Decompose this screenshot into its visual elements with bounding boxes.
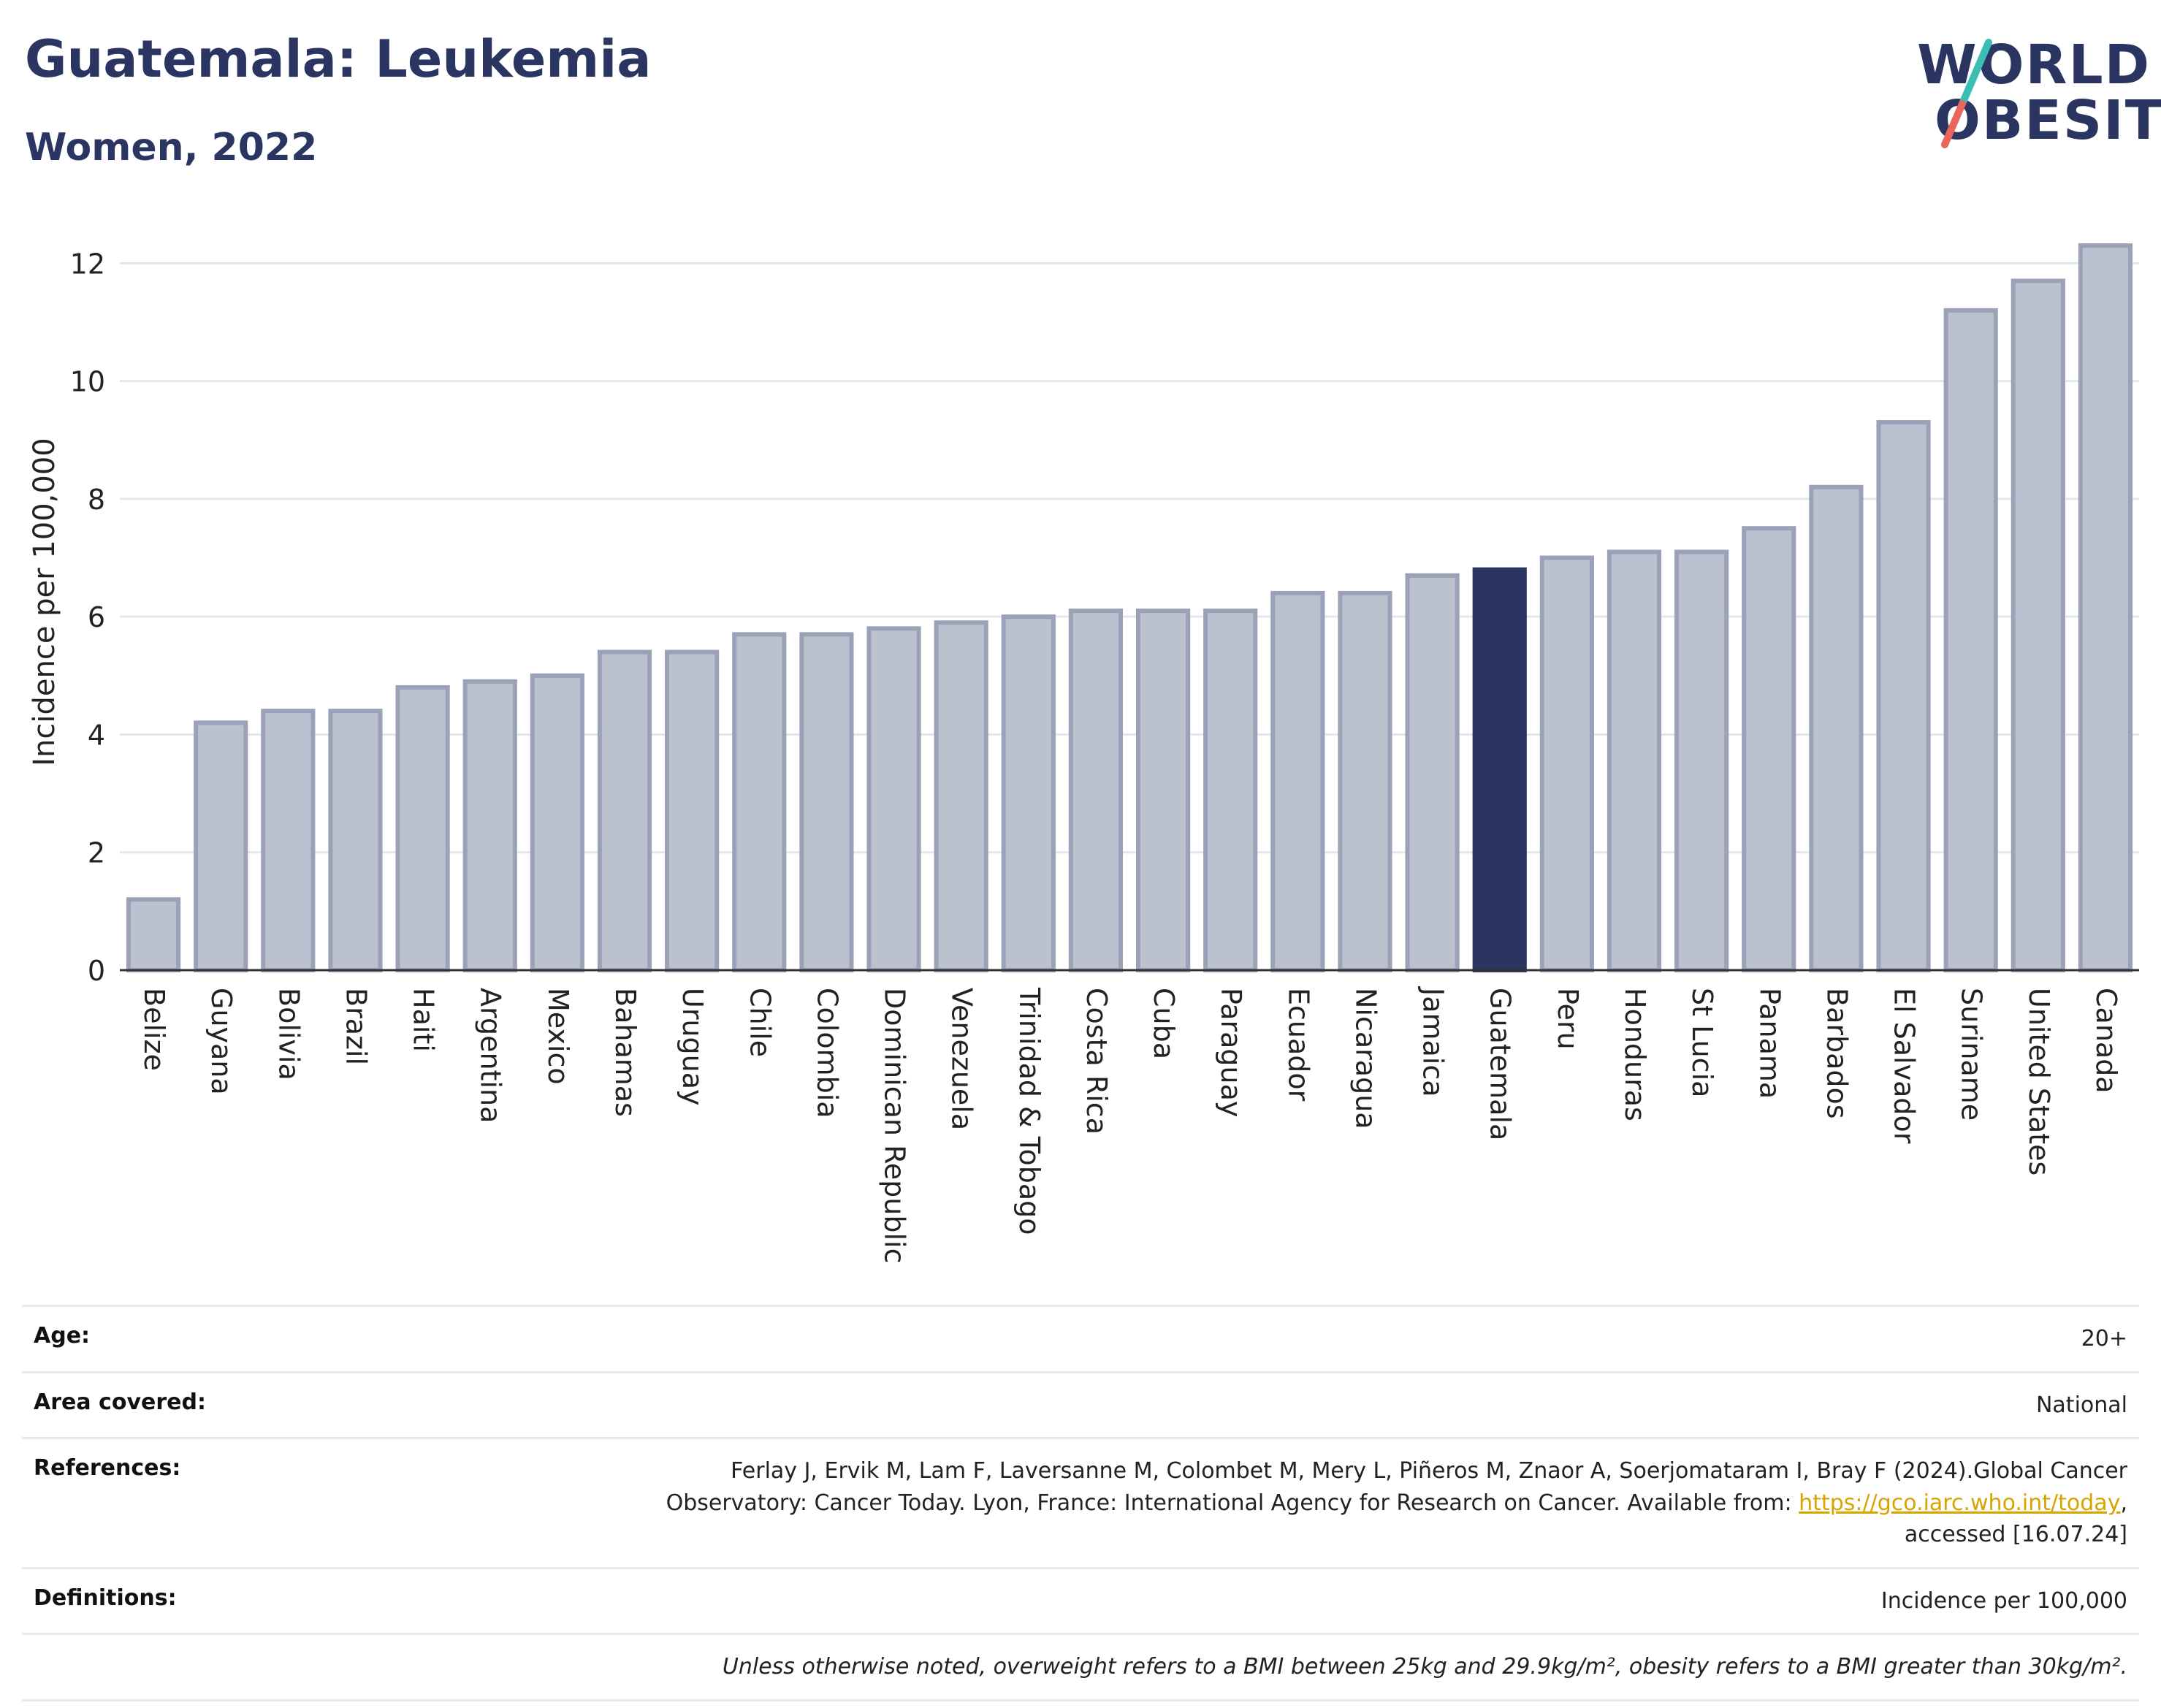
x-tick-label: Nicaragua	[1349, 988, 1381, 1129]
info-row-area: Area covered: National	[22, 1370, 2139, 1438]
x-tick-label: Bolivia	[272, 988, 305, 1080]
x-tick-label: Panama	[1753, 988, 1785, 1099]
bar-ecuador	[1270, 590, 1325, 972]
references-line1: Ferlay J, Ervik M, Lam F, Laversanne M, …	[731, 1458, 2127, 1484]
y-tick-label: 6	[88, 601, 105, 633]
definitions-value: Incidence per 100,000	[1880, 1587, 2127, 1614]
bar-chile	[732, 632, 787, 972]
x-tick-label: Bahamas	[609, 988, 641, 1117]
x-tick-label: Venezuela	[946, 988, 978, 1130]
x-tick-label: St Lucia	[1686, 988, 1718, 1097]
x-tick-label: United States	[2023, 988, 2055, 1175]
logo-slash-icon	[1941, 39, 1992, 148]
references-value: Ferlay J, Ervik M, Lam F, Laversanne M, …	[666, 1455, 2127, 1551]
references-line3: accessed [16.07.24]	[1904, 1522, 2127, 1547]
age-value: 20+	[2081, 1326, 2127, 1351]
references-line2: Observatory: Cancer Today. Lyon, France:…	[666, 1490, 1799, 1516]
y-axis-label: Incidence per 100,000	[28, 438, 61, 766]
bar-haiti	[395, 685, 450, 972]
bar-mexico	[530, 673, 584, 972]
bar-barbados	[1809, 484, 1864, 972]
bar-honduras	[1607, 549, 1662, 972]
info-table: Age: 20+ Area covered: National Referenc…	[22, 1305, 2139, 1701]
x-tick-label: Belize	[138, 988, 170, 1071]
logo-line1: WORLD	[1917, 34, 2152, 96]
bar-united-states	[2011, 278, 2065, 972]
area-value: National	[2035, 1392, 2127, 1418]
info-row-note: Unless otherwise noted, overweight refer…	[22, 1633, 2139, 1701]
bar-paraguay	[1203, 609, 1258, 972]
references-link[interactable]: https://gco.iarc.who.int/today	[1799, 1490, 2121, 1516]
area-label: Area covered:	[34, 1389, 206, 1415]
x-tick-label: Peru	[1552, 988, 1584, 1050]
bar-jamaica	[1405, 573, 1460, 973]
bar-bolivia	[261, 709, 316, 973]
bar-guatemala	[1472, 567, 1527, 972]
bar-trinidad-tobago	[1001, 614, 1056, 972]
bar-st-lucia	[1674, 549, 1729, 972]
definitions-label: Definitions:	[34, 1585, 177, 1611]
bar-brazil	[328, 709, 383, 973]
x-tick-label: Haiti	[408, 988, 440, 1052]
bar-guyana	[194, 720, 248, 972]
bar-belize	[126, 897, 181, 972]
y-tick-label: 10	[70, 366, 105, 398]
x-tick-label: Honduras	[1619, 988, 1651, 1121]
info-row-age: Age: 20+	[22, 1305, 2139, 1371]
bar-venezuela	[934, 620, 988, 972]
bar-dominican-republic	[866, 626, 921, 973]
x-tick-label: Dominican Republic	[879, 988, 911, 1263]
bar-canada	[2078, 243, 2133, 973]
x-tick-label: Trinidad & Tobago	[1013, 987, 1045, 1235]
bar-chart: 0 2 4 6 8 10 12 Incidence per 100,000 Belize Guya…	[28, 243, 2139, 1263]
bar-panama	[1742, 526, 1796, 972]
page-subtitle: Women, 2022	[25, 126, 318, 169]
bar-cuba	[1135, 609, 1191, 972]
info-row-definitions: Definitions: Incidence per 100,000	[22, 1566, 2139, 1633]
bmi-note: Unless otherwise noted, overweight refer…	[722, 1654, 2127, 1680]
x-tick-label: Mexico	[542, 988, 574, 1085]
bar-costa-rica	[1068, 609, 1124, 972]
y-tick-label: 4	[88, 719, 105, 751]
x-tick-label: Guyana	[205, 988, 237, 1095]
references-line2-end: ,	[2120, 1490, 2127, 1516]
x-tick-label: Argentina	[475, 988, 507, 1123]
info-row-references: References: Ferlay J, Ervik M, Lam F, La…	[22, 1437, 2139, 1567]
x-tick-label: Colombia	[811, 988, 843, 1118]
x-tick-label: Brazil	[340, 988, 372, 1065]
y-tick-label: 0	[88, 955, 105, 987]
bar-nicaragua	[1338, 590, 1392, 972]
x-tick-label: Barbados	[1821, 988, 1853, 1119]
x-tick-label: Canada	[2090, 988, 2122, 1094]
age-label: Age:	[34, 1323, 91, 1349]
y-tick-label: 12	[70, 248, 105, 280]
x-tick-label: Jamaica	[1417, 986, 1449, 1097]
x-tick-label: Suriname	[1956, 988, 1988, 1121]
x-tick-label: El Salvador	[1889, 988, 1921, 1144]
x-tick-label: Cuba	[1148, 988, 1180, 1059]
x-tick-label: Guatemala	[1485, 988, 1517, 1140]
references-label: References:	[34, 1455, 181, 1481]
x-tick-label: Paraguay	[1215, 988, 1247, 1117]
world-obesity-logo: WORLD OBESITY	[1907, 29, 2161, 153]
x-tick-label: Ecuador	[1282, 988, 1314, 1102]
x-tick-label: Uruguay	[676, 988, 709, 1106]
bar-argentina	[462, 679, 517, 972]
logo-line2: OBESITY	[1935, 89, 2161, 152]
page-title: Guatemala: Leukemia	[25, 29, 652, 89]
y-tick-label: 2	[88, 837, 105, 869]
y-tick-label: 8	[88, 484, 105, 516]
bar-uruguay	[665, 649, 720, 972]
bar-bahamas	[597, 649, 652, 972]
x-tick-label: Costa Rica	[1080, 988, 1113, 1135]
x-tick-label: Chile	[744, 988, 776, 1057]
bar-peru	[1539, 555, 1594, 972]
bar-colombia	[799, 632, 854, 972]
bar-suriname	[1943, 308, 1998, 973]
bar-el-salvador	[1876, 420, 1931, 973]
